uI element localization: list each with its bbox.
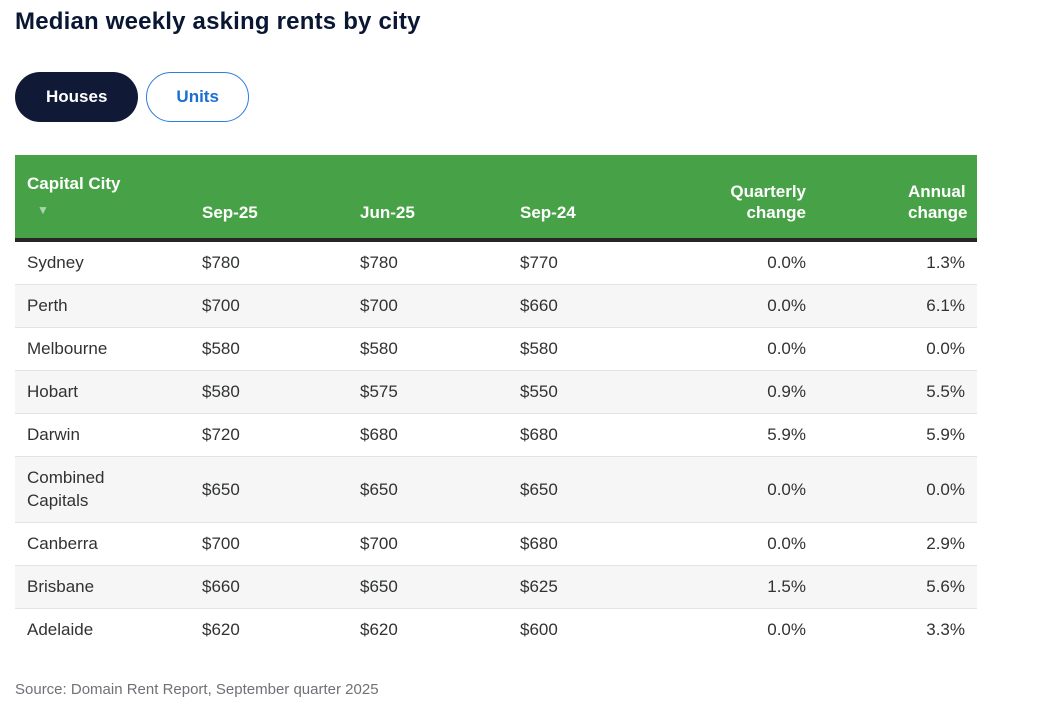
sort-descending-icon[interactable]: ▼ [37, 203, 49, 218]
cell-sep-24: $550 [508, 370, 648, 414]
column-header-sep-24[interactable]: Sep-24 [508, 155, 648, 242]
cell-sep-24: $680 [508, 521, 648, 566]
cell-capital-city: Combined Capitals [15, 456, 190, 523]
cell-annual-change: 0.0% [818, 456, 977, 523]
column-header-jun-25[interactable]: Jun-25 [348, 155, 508, 242]
cell-sep-25: $720 [190, 413, 348, 457]
cell-annual-change: 6.1% [818, 284, 977, 328]
table-body: Sydney $780 $780 $770 0.0% 1.3% Perth $7… [15, 240, 977, 652]
cell-quarterly-change: 0.0% [648, 327, 818, 371]
cell-capital-city: Brisbane [15, 564, 190, 609]
table-row: Perth $700 $700 $660 0.0% 6.1% [15, 284, 977, 328]
table-row: Melbourne $580 $580 $580 0.0% 0.0% [15, 327, 977, 371]
cell-annual-change: 0.0% [818, 327, 977, 371]
cell-sep-25: $700 [190, 284, 348, 328]
cell-annual-change: 5.9% [818, 413, 977, 457]
cell-jun-25: $700 [348, 284, 508, 328]
cell-quarterly-change: 0.0% [648, 456, 818, 523]
source-note: Source: Domain Rent Report, September qu… [15, 681, 379, 699]
cell-jun-25: $575 [348, 370, 508, 414]
cell-sep-25: $580 [190, 327, 348, 371]
cell-sep-24: $580 [508, 327, 648, 371]
cell-capital-city: Canberra [15, 521, 190, 566]
cell-jun-25: $650 [348, 564, 508, 609]
table-header-row: Capital City ▼ Sep-25 Jun-25 Sep-24 Quar… [15, 155, 977, 242]
column-header-annual-change[interactable]: Annual change [818, 155, 977, 242]
table-row: Canberra $700 $700 $680 0.0% 2.9% [15, 521, 977, 566]
cell-sep-25: $660 [190, 564, 348, 609]
column-header-capital-city[interactable]: Capital City ▼ [15, 155, 190, 242]
table-row: Brisbane $660 $650 $625 1.5% 5.6% [15, 564, 977, 609]
cell-capital-city: Sydney [27, 253, 84, 272]
cell-quarterly-change: 5.9% [648, 413, 818, 457]
cell-annual-change: 2.9% [818, 521, 977, 566]
cell-sep-24: $625 [508, 564, 648, 609]
page-title: Median weekly asking rents by city [15, 8, 421, 35]
cell-jun-25: $650 [348, 456, 508, 523]
cell-sep-24: $660 [508, 284, 648, 328]
cell-capital-city: Hobart [15, 370, 190, 414]
cell-capital-city: Adelaide [15, 607, 190, 652]
tab-houses[interactable]: Houses [15, 72, 139, 122]
cell-jun-25: $620 [348, 607, 508, 652]
cell-sep-24: $650 [508, 456, 648, 523]
cell-capital-city: Melbourne [15, 327, 190, 371]
cell-jun-25: $680 [348, 413, 508, 457]
cell-annual-change: 5.6% [818, 564, 977, 609]
tab-units[interactable]: Units [146, 72, 249, 122]
table-row: Combined Capitals $650 $650 $650 0.0% 0.… [15, 456, 977, 523]
cell-sep-25: $580 [190, 370, 348, 414]
cell-jun-25: $780 [360, 253, 398, 272]
cell-sep-25: $620 [190, 607, 348, 652]
cell-sep-24: $680 [508, 413, 648, 457]
cell-sep-24: $600 [508, 607, 648, 652]
cell-quarterly-change: 0.0% [648, 607, 818, 652]
cell-capital-city: Darwin [15, 413, 190, 457]
cell-quarterly-change: 0.0% [767, 253, 806, 272]
cell-annual-change: 3.3% [818, 607, 977, 652]
cell-annual-change: 5.5% [818, 370, 977, 414]
table-row: Sydney $780 $780 $770 0.0% 1.3% [15, 240, 977, 285]
table-header: Capital City ▼ Sep-25 Jun-25 Sep-24 Quar… [15, 155, 977, 242]
cell-sep-25: $650 [190, 456, 348, 523]
table-row: Darwin $720 $680 $680 5.9% 5.9% [15, 413, 977, 457]
table-row: Hobart $580 $575 $550 0.9% 5.5% [15, 370, 977, 414]
table-row: Adelaide $620 $620 $600 0.0% 3.3% [15, 607, 977, 652]
cell-quarterly-change: 1.5% [648, 564, 818, 609]
property-type-toggle: Houses Units [15, 72, 1035, 122]
cell-annual-change: 1.3% [926, 253, 965, 272]
column-header-quarterly-change[interactable]: Quarterly change [648, 155, 818, 242]
column-header-sep-25[interactable]: Sep-25 [190, 155, 348, 242]
cell-quarterly-change: 0.0% [648, 284, 818, 328]
cell-sep-25: $780 [202, 253, 240, 272]
cell-capital-city: Perth [15, 284, 190, 328]
cell-sep-25: $700 [190, 521, 348, 566]
rents-table: Capital City ▼ Sep-25 Jun-25 Sep-24 Quar… [15, 155, 977, 652]
cell-sep-24: $770 [520, 253, 558, 272]
cell-quarterly-change: 0.9% [648, 370, 818, 414]
cell-jun-25: $580 [348, 327, 508, 371]
column-header-label: Capital City [27, 174, 121, 193]
cell-jun-25: $700 [348, 521, 508, 566]
cell-quarterly-change: 0.0% [648, 521, 818, 566]
